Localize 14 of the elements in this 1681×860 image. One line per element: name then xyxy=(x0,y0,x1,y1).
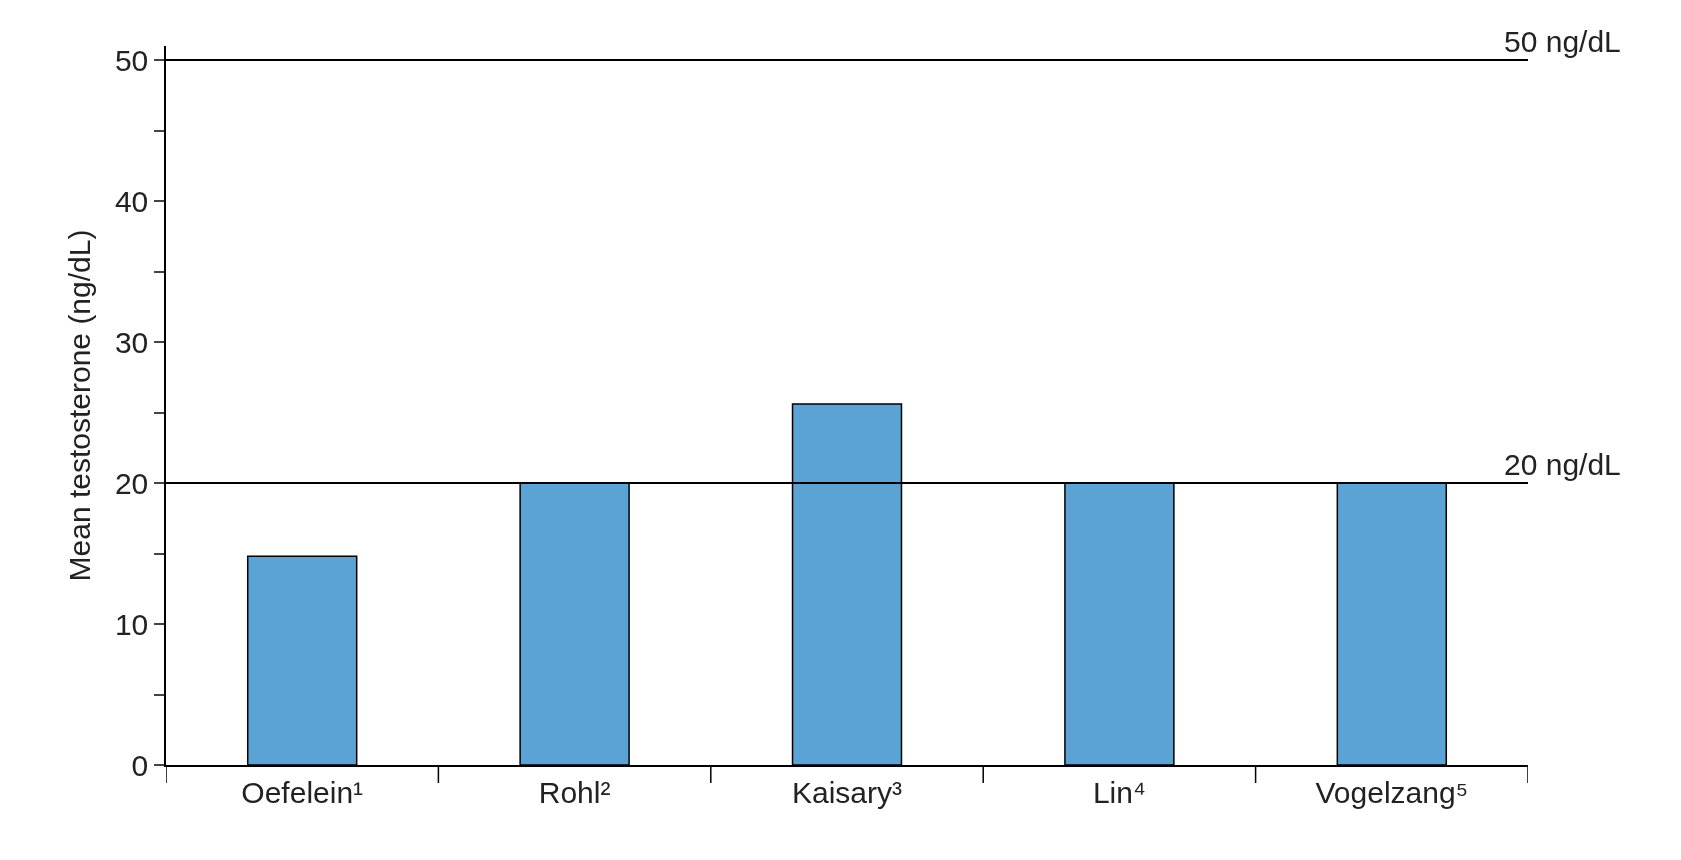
y-tick-label: 40 xyxy=(114,184,149,218)
x-tick-label: Kaisary³ xyxy=(791,775,903,809)
x-tick-label: Oefelein¹ xyxy=(241,775,364,809)
y-tick-label: 50 xyxy=(114,43,149,77)
x-tick-label: Rohl² xyxy=(538,775,611,809)
x-tick-label: Lin⁴ xyxy=(1092,775,1146,809)
ref-line-label: 50 ng/dL xyxy=(1504,25,1621,58)
y-tick-label: 30 xyxy=(114,325,149,359)
ref-line-label: 20 ng/dL xyxy=(1504,448,1621,481)
y-tick-label: 0 xyxy=(131,748,149,782)
x-tick-label: Vogelzang⁵ xyxy=(1315,775,1469,809)
y-tick-label: 20 xyxy=(114,466,149,500)
y-axis-title: Mean testosterone (ng/dL) xyxy=(63,229,97,582)
y-tick-label: 10 xyxy=(114,607,149,641)
